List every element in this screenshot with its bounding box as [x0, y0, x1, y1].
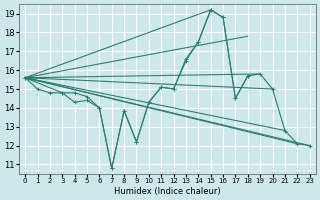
- X-axis label: Humidex (Indice chaleur): Humidex (Indice chaleur): [114, 187, 221, 196]
